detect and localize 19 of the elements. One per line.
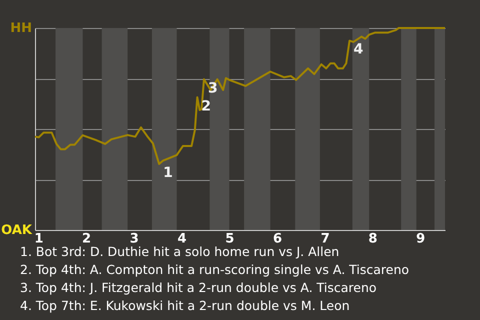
- text: 2. Top 4th: A. Compton hit a run-scoring single vs A. Tiscareno: [20, 262, 410, 277]
- text: 3. Top 4th: J. Fitzgerald hit a 2-run double vs A. Tiscareno: [20, 280, 377, 295]
- x-tick-label: 5: [225, 232, 234, 246]
- x-tick-label: 9: [416, 232, 426, 246]
- annotation: 1: [163, 164, 173, 181]
- text: HH: [10, 21, 32, 36]
- annotation: 3: [208, 80, 218, 96]
- x-tick-label: 7: [320, 232, 330, 246]
- text: 4. Top 7th: E. Kukowski hit a 2-run double vs M. Leon: [20, 298, 350, 313]
- x-tick-label: 8: [368, 232, 378, 246]
- annotation: 4: [354, 42, 364, 58]
- x-tick-label: 2: [82, 232, 92, 246]
- x-tick-label: 3: [130, 232, 139, 246]
- x-tick-label: 6: [272, 232, 282, 246]
- text: OAK: [1, 223, 33, 238]
- x-tick-label: 4: [178, 232, 187, 246]
- x-tick-label: 1: [34, 232, 44, 246]
- annotation: 2: [201, 98, 212, 114]
- text: 1. Bot 3rd: D. Duthie hit a solo home run vs J. Allen: [20, 244, 340, 259]
